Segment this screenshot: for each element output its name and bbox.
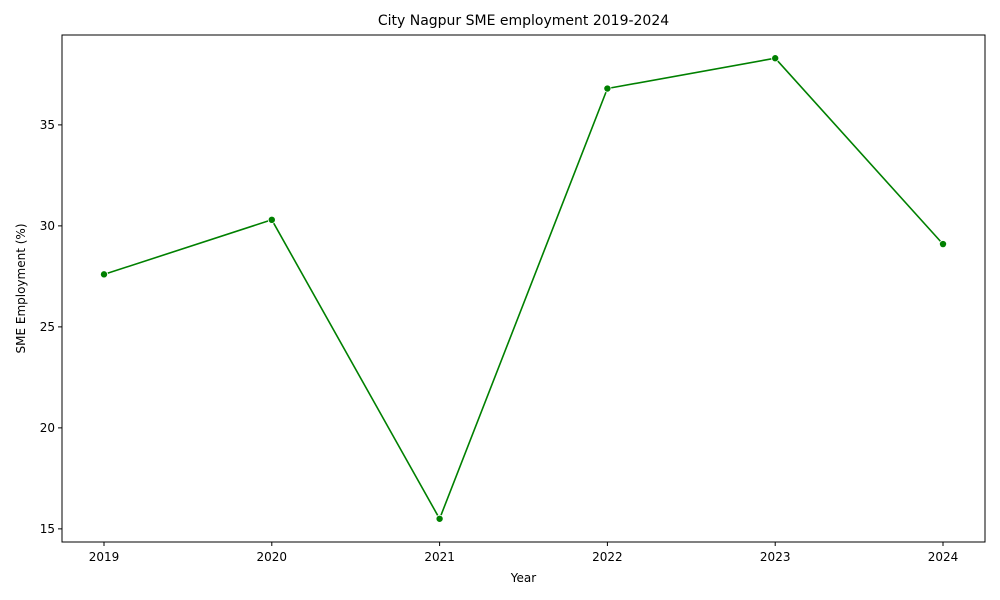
data-point-2020 bbox=[267, 215, 276, 224]
y-tick-label-30: 30 bbox=[40, 219, 55, 233]
y-tick-label-25: 25 bbox=[40, 320, 55, 334]
y-axis: 15 20 25 30 35 bbox=[40, 118, 62, 536]
x-tick-label-2023: 2023 bbox=[760, 550, 791, 564]
plot-area bbox=[100, 54, 948, 523]
data-point-2022 bbox=[603, 84, 612, 93]
x-tick-label-2019: 2019 bbox=[89, 550, 120, 564]
x-tick-label-2022: 2022 bbox=[592, 550, 623, 564]
x-tick-label-2020: 2020 bbox=[257, 550, 288, 564]
data-point-2023 bbox=[771, 54, 780, 63]
data-point-2021 bbox=[435, 514, 444, 523]
y-tick-label-20: 20 bbox=[40, 421, 55, 435]
y-tick-label-15: 15 bbox=[40, 522, 55, 536]
x-tick-label-2024: 2024 bbox=[928, 550, 959, 564]
data-point-2024 bbox=[939, 240, 948, 249]
chart-title: City Nagpur SME employment 2019-2024 bbox=[378, 13, 669, 29]
x-axis-label: Year bbox=[510, 571, 536, 585]
y-axis-label: SME Employment (%) bbox=[14, 224, 28, 354]
data-point-2019 bbox=[100, 270, 109, 279]
series-line-0 bbox=[103, 57, 944, 520]
x-tick-label-2021: 2021 bbox=[424, 550, 455, 564]
y-tick-label-35: 35 bbox=[40, 118, 55, 132]
x-axis: 2019 2020 2021 2022 2023 2024 bbox=[89, 542, 959, 564]
axes-frame bbox=[61, 34, 986, 543]
